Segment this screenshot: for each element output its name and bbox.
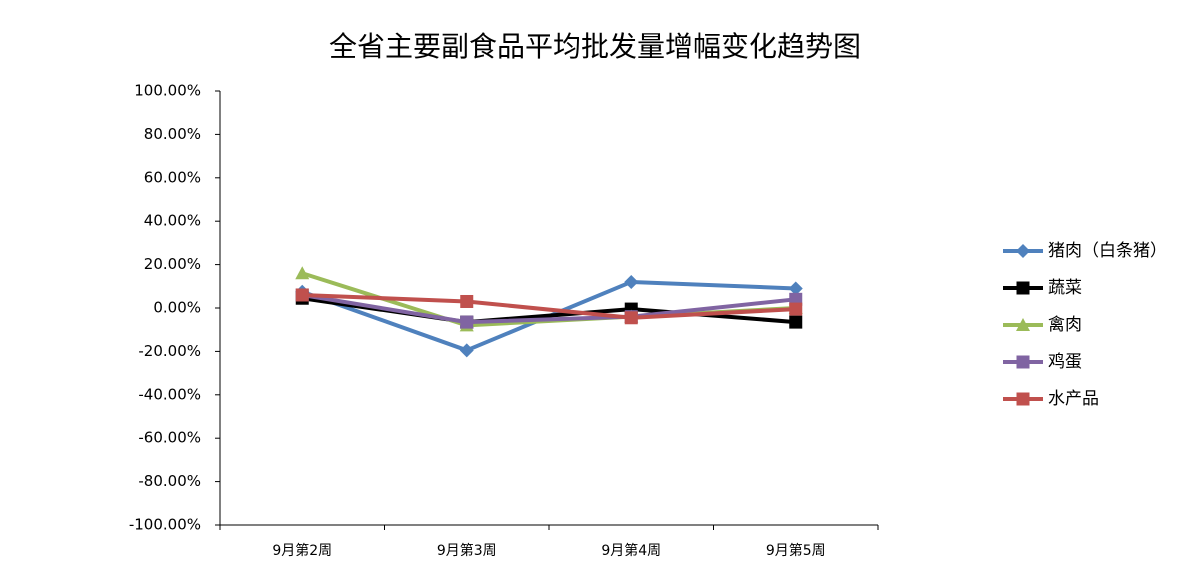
x-tick-label: 9月第5周 bbox=[766, 542, 826, 559]
legend-label: 蔬菜 bbox=[1048, 278, 1082, 298]
y-tick-label: -100.00% bbox=[129, 516, 201, 534]
point bbox=[459, 343, 474, 358]
chart-title: 全省主要副食品平均批发量增幅变化趋势图 bbox=[329, 30, 861, 63]
legend-marker bbox=[1016, 392, 1030, 406]
point bbox=[460, 294, 474, 308]
y-tick-label: 80.00% bbox=[144, 125, 201, 143]
point bbox=[789, 315, 803, 329]
point bbox=[460, 315, 474, 329]
series-line bbox=[302, 292, 796, 320]
point bbox=[295, 288, 309, 302]
y-tick-label: 20.00% bbox=[144, 255, 201, 273]
legend-label: 猪肉（白条猪） bbox=[1048, 241, 1167, 261]
series-line bbox=[301, 293, 796, 325]
point bbox=[789, 292, 803, 306]
point bbox=[624, 311, 638, 325]
y-tick-label: 40.00% bbox=[144, 212, 201, 230]
y-tick-label: 0.00% bbox=[153, 299, 201, 317]
point bbox=[624, 274, 639, 289]
legend-label: 禽肉 bbox=[1048, 315, 1082, 335]
point bbox=[788, 281, 803, 296]
legend-marker bbox=[1016, 244, 1030, 258]
y-tick-label: -20.00% bbox=[138, 342, 201, 360]
y-tick-label: 60.00% bbox=[144, 168, 201, 186]
x-tick-label: 9月第2周 bbox=[272, 542, 332, 559]
legend-marker bbox=[1016, 281, 1030, 295]
point bbox=[789, 302, 803, 316]
legend-marker bbox=[1016, 318, 1030, 331]
point bbox=[295, 266, 310, 280]
legend-marker bbox=[1016, 355, 1030, 369]
y-tick-label: 100.00% bbox=[134, 82, 201, 100]
x-tick-label: 9月第3周 bbox=[437, 542, 497, 559]
y-tick-label: -60.00% bbox=[138, 429, 201, 447]
y-tick-label: -40.00% bbox=[138, 385, 201, 403]
y-tick-label: -80.00% bbox=[138, 472, 201, 490]
legend-label: 水产品 bbox=[1048, 389, 1099, 409]
legend-label: 鸡蛋 bbox=[1048, 352, 1082, 372]
x-tick-label: 9月第4周 bbox=[601, 542, 661, 559]
